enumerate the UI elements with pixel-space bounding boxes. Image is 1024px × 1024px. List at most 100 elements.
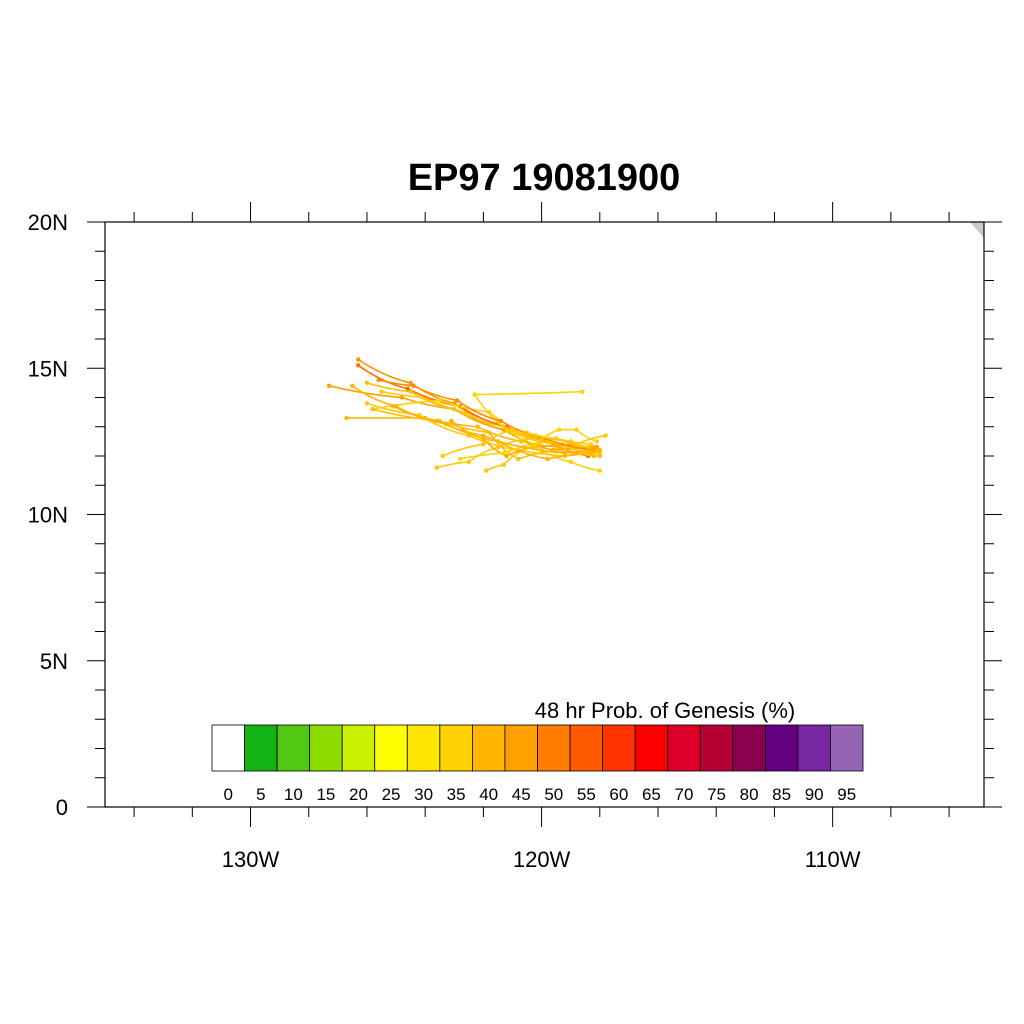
storm-track-point bbox=[501, 462, 506, 467]
colorbar-label: 60 bbox=[609, 785, 628, 804]
longitude-labels: 130W 120W 110W bbox=[222, 847, 861, 872]
colorbar-label: 90 bbox=[805, 785, 824, 804]
lon-label: 120W bbox=[513, 847, 571, 872]
lon-label: 130W bbox=[222, 847, 280, 872]
colorbar-swatch bbox=[699, 724, 734, 772]
map-frame bbox=[104, 221, 985, 808]
colorbar-swatch bbox=[309, 724, 343, 772]
storm-track-point bbox=[510, 427, 515, 432]
storm-track-point bbox=[533, 442, 538, 447]
storm-track-point bbox=[437, 398, 442, 403]
colorbar-swatch bbox=[797, 724, 831, 772]
storm-track-point bbox=[376, 377, 381, 383]
colorbar-swatch bbox=[634, 724, 669, 772]
latitude-labels: 20N 15N 10N 5N 0 bbox=[28, 210, 68, 820]
storm-track-point bbox=[466, 459, 472, 465]
axis-ticks bbox=[87, 202, 1002, 827]
storm-track-point bbox=[454, 398, 460, 403]
colorbar-swatch bbox=[537, 724, 571, 772]
colorbar-label: 45 bbox=[512, 785, 531, 804]
storm-track-point bbox=[411, 383, 416, 388]
storm-track-point bbox=[574, 427, 579, 432]
colorbar-swatch bbox=[764, 724, 799, 772]
storm-track-point bbox=[597, 453, 603, 459]
storm-track-line bbox=[436, 437, 600, 469]
storm-track-point bbox=[516, 456, 521, 462]
storm-track-point bbox=[545, 456, 550, 462]
storm-track-point bbox=[568, 439, 573, 444]
colorbar-label: 50 bbox=[544, 785, 563, 804]
storm-track-point bbox=[379, 389, 384, 394]
storm-track-point bbox=[588, 450, 594, 456]
storm-track-point bbox=[356, 357, 361, 362]
storm-track-point bbox=[408, 380, 413, 386]
colorbar-label: 75 bbox=[707, 785, 726, 804]
storm-track-point bbox=[475, 424, 480, 429]
lat-label: 5N bbox=[40, 649, 68, 674]
storm-track-point bbox=[370, 407, 375, 412]
storm-tracks bbox=[326, 357, 608, 473]
colorbar: 48 hr Prob. of Genesis (%) 0 5 10 15 20 25 30 3… bbox=[211, 698, 864, 804]
storm-track-point bbox=[481, 442, 486, 447]
storm-track-point bbox=[344, 415, 349, 421]
lat-label: 10N bbox=[28, 503, 68, 528]
colorbar-swatch bbox=[406, 724, 441, 772]
colorbar-swatch bbox=[830, 724, 864, 772]
colorbar-swatch bbox=[504, 724, 538, 772]
storm-track-line bbox=[378, 379, 595, 451]
colorbar-swatch bbox=[667, 724, 701, 772]
colorbar-label: 0 bbox=[224, 785, 233, 804]
colorbar-swatch bbox=[439, 724, 473, 772]
land-corner bbox=[970, 222, 984, 238]
colorbar-label: 65 bbox=[642, 785, 661, 804]
colorbar-swatch bbox=[374, 724, 408, 772]
storm-track-point bbox=[449, 418, 454, 424]
lon-label: 110W bbox=[805, 847, 861, 872]
lat-label: 0 bbox=[56, 795, 68, 820]
colorbar-label: 20 bbox=[349, 785, 368, 804]
storm-track-point bbox=[364, 380, 370, 386]
storm-track-point bbox=[495, 445, 501, 450]
colorbar-label: 70 bbox=[675, 785, 694, 804]
storm-track-point bbox=[440, 453, 445, 459]
colorbar-label: 95 bbox=[837, 785, 856, 804]
storm-track-point bbox=[597, 447, 603, 453]
storm-track-point bbox=[568, 459, 573, 465]
storm-track-line bbox=[392, 405, 600, 454]
storm-track-point bbox=[533, 433, 538, 438]
colorbar-swatch bbox=[471, 724, 506, 772]
colorbar-label: 25 bbox=[382, 785, 401, 804]
colorbar-swatch bbox=[732, 724, 766, 772]
storm-track-point bbox=[390, 404, 396, 409]
storm-track-point bbox=[594, 439, 600, 444]
colorbar-label: 5 bbox=[256, 785, 265, 804]
storm-track-point bbox=[498, 418, 504, 424]
colorbar-swatch bbox=[341, 724, 376, 772]
storm-track-point bbox=[399, 395, 405, 400]
storm-track-point bbox=[452, 407, 457, 412]
colorbar-swatch bbox=[569, 724, 603, 772]
lat-label: 20N bbox=[28, 210, 68, 235]
colorbar-label: 15 bbox=[316, 785, 335, 804]
storm-track-point bbox=[603, 433, 608, 438]
colorbar-label: 30 bbox=[414, 785, 433, 804]
storm-track-point bbox=[484, 468, 489, 473]
storm-track-point bbox=[597, 468, 603, 473]
storm-track-point bbox=[481, 433, 486, 438]
storm-track-line bbox=[459, 428, 598, 460]
map-plot-area bbox=[105, 222, 984, 807]
storm-track-point bbox=[588, 442, 594, 447]
storm-track-point bbox=[434, 465, 440, 470]
storm-track-point bbox=[356, 363, 361, 368]
colorbar-swatch bbox=[244, 724, 278, 772]
storm-track-point bbox=[326, 383, 332, 388]
storm-track-point bbox=[580, 389, 585, 394]
storm-track-point bbox=[562, 450, 568, 456]
storm-track-point bbox=[556, 445, 562, 450]
storm-track-point bbox=[501, 450, 506, 456]
storm-track-point bbox=[350, 383, 355, 388]
colorbar-title: 48 hr Prob. of Genesis (%) bbox=[535, 698, 795, 723]
storm-track-point bbox=[434, 418, 440, 424]
storm-track-point bbox=[472, 392, 477, 397]
